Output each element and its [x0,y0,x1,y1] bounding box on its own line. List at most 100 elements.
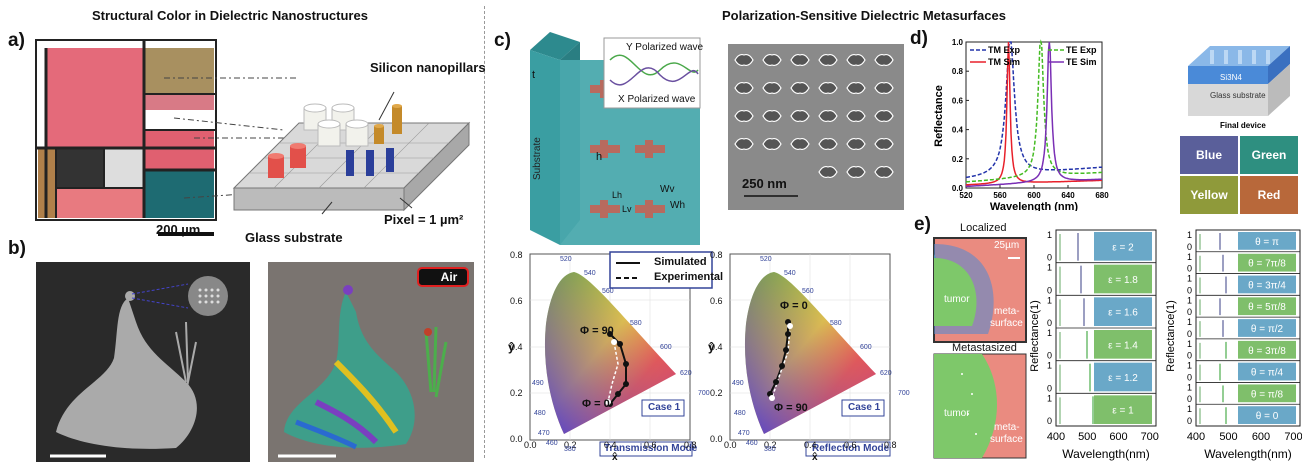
reflection-mode: Reflection Mode [812,443,890,454]
panel-b-figure [36,262,474,462]
cie-ylabel-left: ŷ [508,340,515,354]
cie-xlabel-left: x̂ [612,452,618,463]
stack-ytick-1: 1 [1047,263,1052,273]
stack-ytick-1: 1 [1187,339,1192,349]
cie-xtick: 0.2 [764,440,777,450]
panel-b-label: b) [8,238,26,259]
param-tag [1238,406,1296,424]
eps-ylabel: Reflectance(1) [1030,300,1041,372]
refl-ytick: 0.2 [952,155,964,164]
series-te-exp [965,39,1102,183]
swatch-yellow: Yellow [1180,176,1238,214]
stack-xtick: 400 [1047,431,1065,443]
sem-particle [790,81,810,95]
wh-text: Wh [670,200,685,211]
stack-xtick: 700 [1284,431,1302,443]
sem-particle [874,109,894,123]
param-tag-label: ε = 1.4 [1108,340,1138,351]
stack-ytick-0: 0 [1047,351,1052,361]
phi90-right: Φ = 90 [774,402,808,414]
stack-ytick-0: 0 [1187,416,1192,426]
cie-wavelength-label: 480 [534,410,546,417]
refl-xtick: 600 [1027,191,1041,200]
cie-ytick: 0.8 [510,250,523,260]
cie-wavelength-label: 480 [734,410,746,417]
refl-xlabel: Wavelength (nm) [990,201,1079,211]
param-tag [1238,275,1296,294]
cie-ytick: 0.6 [710,296,723,306]
zoom-inset [188,276,228,316]
phi90-left: Φ = 90 [580,325,614,337]
param-tag-label: θ = 3π/4 [1248,280,1286,291]
legend-exp: Experimental [654,271,724,283]
stack-ytick-1: 1 [1187,404,1192,414]
legend-sim: Simulated [654,256,707,268]
glass-substrate-label: Glass substrate [245,230,343,245]
stack-ytick-1: 1 [1187,274,1192,284]
sem-image [728,44,904,210]
reflectance-chart: 520 560 600 640 680 0.0 0.2 0.4 0.6 0.8 1.0 TM Exp… [933,38,1109,211]
param-tag [1094,232,1152,261]
cie-wavelength-label: 560 [802,288,814,295]
sem-particle [762,137,782,151]
param-tag [1238,297,1296,316]
panel-a-label: a) [8,30,25,51]
sem-particle [762,109,782,123]
stack-ytick-0: 0 [1047,253,1052,263]
stack-ytick-0: 0 [1187,307,1192,317]
meta-label-2b: surface [990,434,1023,445]
tumor-label-1: tumor [944,294,970,305]
param-tag [1094,330,1152,359]
param-tag-label: θ = π [1255,237,1279,248]
cie-wavelength-label: 620 [880,370,892,377]
stack-ytick-0: 0 [1187,372,1192,382]
param-tag [1238,384,1296,403]
lv-text: Lv [622,204,632,214]
refl-xtick: 520 [959,191,973,200]
e-scale: 25µm [994,240,1020,251]
cie-wavelength-label: 470 [538,430,550,437]
sem-particle [762,53,782,67]
cie-ytick: 0.4 [710,342,723,352]
param-tag-label: θ = π/2 [1251,324,1284,335]
sem-particle [734,81,754,95]
sem-particle [818,137,838,151]
cie-xtick: 0.0 [724,440,737,450]
stack-ytick-0: 0 [1187,394,1192,404]
cie-wavelength-label: 560 [602,288,614,295]
cie-wavelength-label: 700 [898,390,910,397]
param-tag [1094,264,1152,294]
param-tag [1094,297,1152,326]
cie-xtick: 0.2 [564,440,577,450]
pixel-label: Pixel = 1 µm² [384,212,464,227]
param-tag-label: θ = 0 [1256,411,1279,422]
sem-particle [790,53,810,67]
param-tag [1238,253,1296,272]
x-wave-label: X Polarized wave [618,94,696,105]
param-tag [1238,232,1296,250]
stack-ytick-1: 1 [1187,317,1192,327]
cie-ytick: 0.2 [510,388,523,398]
param-tag [1094,362,1152,392]
eps-xlabel: Wavelength(nm) [1062,447,1150,461]
case1-left: Case 1 [648,402,681,413]
param-tag [1094,395,1152,424]
right-title: Polarization-Sensitive Dielectric Metasu… [722,8,1006,23]
sem-scale: 250 nm [742,176,787,191]
meta-label-1a: meta- [994,306,1020,317]
stack-ytick-1: 1 [1047,393,1052,403]
stack-xtick: 600 [1109,431,1127,443]
panel-a-scale: 200 µm [156,222,201,237]
device-glass-label: Glass substrate [1210,91,1266,100]
stack-ytick-1: 1 [1047,361,1052,371]
sem-particle [818,53,838,67]
refl-ytick: 0.4 [952,126,964,135]
swatch-red: Red [1240,176,1298,214]
left-title: Structural Color in Dielectric Nanostruc… [92,8,368,23]
param-tag-label: θ = 3π/8 [1248,346,1286,357]
stack-xtick: 600 [1252,431,1270,443]
case1-right: Case 1 [848,402,881,413]
cie-xlabel-right: x̂ [812,452,818,463]
